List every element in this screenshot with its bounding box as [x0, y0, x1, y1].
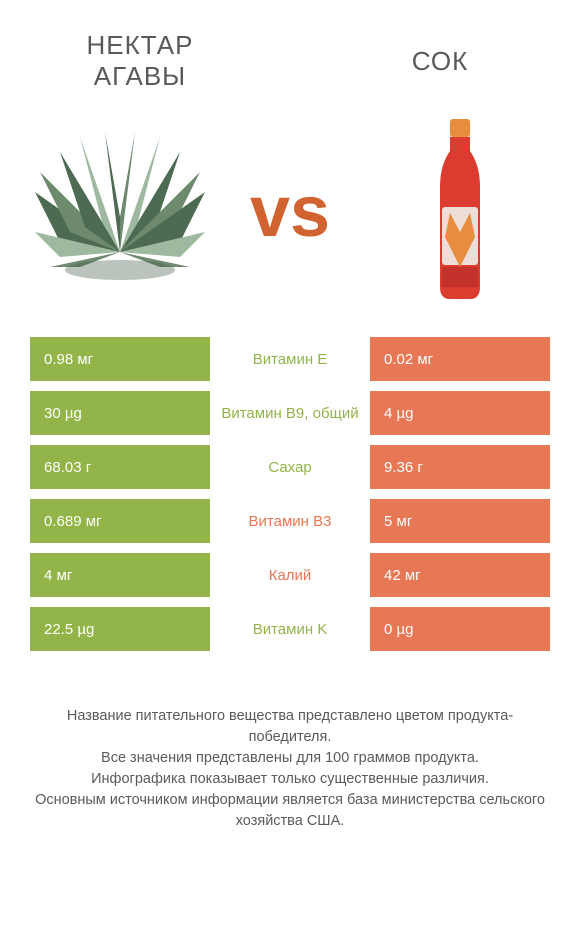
footer-line: Инфографика показывает только существенн…	[30, 769, 550, 790]
agave-icon	[30, 132, 210, 292]
cell-nutrient: Витамин B3	[210, 513, 370, 530]
table-row: 0.98 мгВитамин E0.02 мг	[30, 332, 550, 386]
table-row: 22.5 µgВитамин K0 µg	[30, 602, 550, 656]
cell-left: 0.689 мг	[30, 499, 210, 543]
comparison-table: 0.98 мгВитамин E0.02 мг30 µgВитамин B9, …	[30, 332, 550, 656]
cell-right: 9.36 г	[370, 445, 550, 489]
cell-left: 0.98 мг	[30, 337, 210, 381]
cell-right: 42 мг	[370, 553, 550, 597]
table-row: 4 мгКалий42 мг	[30, 548, 550, 602]
title-left-line1: НЕКТАР	[40, 30, 240, 61]
cell-left: 68.03 г	[30, 445, 210, 489]
header: НЕКТАР АГАВЫ СОК	[0, 0, 580, 102]
table-row: 30 µgВитамин B9, общий4 µg	[30, 386, 550, 440]
title-left-line2: АГАВЫ	[40, 61, 240, 92]
cell-nutrient: Сахар	[210, 459, 370, 476]
vs-label: vs	[250, 171, 330, 253]
title-right: СОК	[340, 46, 540, 77]
footer-line: Основным источником информации является …	[30, 790, 550, 832]
table-row: 68.03 гСахар9.36 г	[30, 440, 550, 494]
hero-section: vs	[0, 102, 580, 332]
table-row: 0.689 мгВитамин B35 мг	[30, 494, 550, 548]
footer-line: Название питательного вещества представл…	[30, 706, 550, 748]
footer-notes: Название питательного вещества представл…	[0, 656, 580, 862]
bottle-icon	[420, 117, 500, 307]
bottle-image	[370, 112, 550, 312]
footer-line: Все значения представлены для 100 граммо…	[30, 748, 550, 769]
cell-right: 0.02 мг	[370, 337, 550, 381]
cell-left: 30 µg	[30, 391, 210, 435]
cell-nutrient: Витамин K	[210, 621, 370, 638]
cell-nutrient: Витамин B9, общий	[210, 405, 370, 422]
cell-right: 0 µg	[370, 607, 550, 651]
cell-left: 4 мг	[30, 553, 210, 597]
agave-image	[30, 112, 210, 312]
cell-left: 22.5 µg	[30, 607, 210, 651]
cell-nutrient: Витамин E	[210, 351, 370, 368]
cell-nutrient: Калий	[210, 567, 370, 584]
title-left: НЕКТАР АГАВЫ	[40, 30, 240, 92]
cell-right: 4 µg	[370, 391, 550, 435]
cell-right: 5 мг	[370, 499, 550, 543]
